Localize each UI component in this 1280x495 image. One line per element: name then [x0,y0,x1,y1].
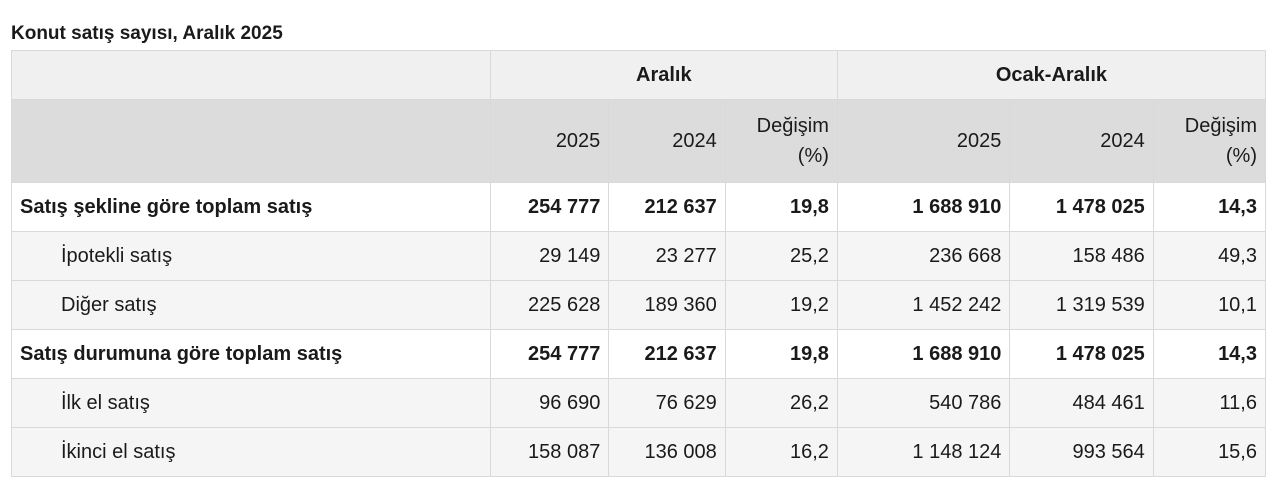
table-cell: 14,3 [1152,329,1267,379]
table-cell: 254 777 [489,182,610,232]
table-cell: 225 628 [489,280,610,330]
header-column-row: 2025 2024 Değişim (%) 2025 2024 Değişim … [11,99,1267,183]
table-cell: 236 668 [836,231,1011,281]
row-label: Satış durumuna göre toplam satış [11,329,491,379]
header-column: 2024 [608,99,726,183]
table-row: İkinci el satış 158 087 136 008 16,2 1 148 1… [11,427,1267,477]
header-column: 2025 [836,99,1011,183]
table-cell: 1 688 910 [836,329,1011,379]
table-cell: 1 148 124 [836,427,1011,477]
table-cell: 25,2 [724,231,838,281]
header-column: Değişim (%) [724,99,838,183]
table-cell: 254 777 [489,329,610,379]
table-cell: 14,3 [1152,182,1267,232]
table-cell: 16,2 [724,427,838,477]
table-cell: 993 564 [1009,427,1154,477]
table-cell: 1 478 025 [1009,329,1154,379]
header-column: Değişim (%) [1152,99,1267,183]
table-row: Diğer satış 225 628 189 360 19,2 1 452 242 1 … [11,280,1267,330]
table-cell: 49,3 [1152,231,1267,281]
table-cell: 212 637 [608,329,726,379]
table-caption: Konut satış sayısı, Aralık 2025 [11,23,283,44]
header-column: 2025 [489,99,610,183]
table-cell: 1 688 910 [836,182,1011,232]
table-cell: 19,2 [724,280,838,330]
row-label: Satış şekline göre toplam satış [11,182,491,232]
table-row: Satış durumuna göre toplam satış 254 777 2… [11,329,1267,379]
table-cell: 136 008 [608,427,726,477]
table-cell: 76 629 [608,378,726,428]
header-column: 2024 [1009,99,1154,183]
header-group-empty [11,50,491,100]
table-cell: 189 360 [608,280,726,330]
header-group-ocak-aralik: Ocak-Aralık [836,50,1267,100]
header-group-row: Aralık Ocak-Aralık [11,50,1267,100]
table-container: Konut satış sayısı, Aralık 2025 Aralık O… [11,20,1267,477]
table-cell: 96 690 [489,378,610,428]
table-row: İlk el satış 96 690 76 629 26,2 540 786 484 4… [11,378,1267,428]
table-cell: 29 149 [489,231,610,281]
table-cell: 484 461 [1009,378,1154,428]
table-cell: 1 452 242 [836,280,1011,330]
table-cell: 19,8 [724,182,838,232]
header-group-aralik: Aralık [489,50,838,100]
table-row: İpotekli satış 29 149 23 277 25,2 236 668 158… [11,231,1267,281]
row-label: İlk el satış [11,378,491,428]
table-row: Satış şekline göre toplam satış 254 777 21… [11,182,1267,232]
table-cell: 11,6 [1152,378,1267,428]
header-column-empty [11,99,491,183]
table-cell: 1 319 539 [1009,280,1154,330]
table-cell: 158 486 [1009,231,1154,281]
housing-sales-table: Aralık Ocak-Aralık 2025 2024 Değişim (%)… [11,50,1267,477]
table-cell: 158 087 [489,427,610,477]
table-cell: 23 277 [608,231,726,281]
table-cell: 19,8 [724,329,838,379]
table-cell: 540 786 [836,378,1011,428]
table-cell: 26,2 [724,378,838,428]
table-cell: 15,6 [1152,427,1267,477]
row-label: Diğer satış [11,280,491,330]
table-cell: 10,1 [1152,280,1267,330]
row-label: İpotekli satış [11,231,491,281]
table-cell: 212 637 [608,182,726,232]
row-label: İkinci el satış [11,427,491,477]
table-cell: 1 478 025 [1009,182,1154,232]
